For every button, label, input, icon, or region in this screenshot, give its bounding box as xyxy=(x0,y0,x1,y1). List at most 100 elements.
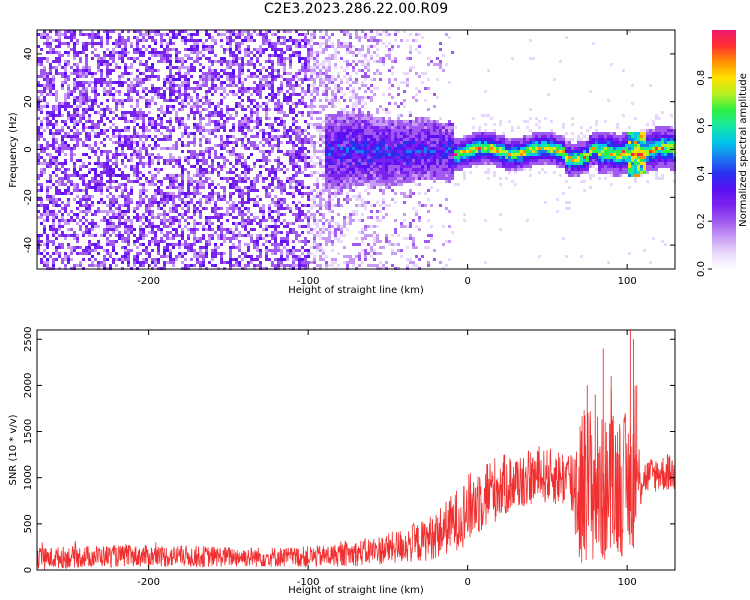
spectrogram-cell xyxy=(94,150,97,153)
spectrogram-cell xyxy=(202,147,205,150)
spectrogram-cell xyxy=(178,72,181,75)
spectrogram-cell xyxy=(175,246,178,249)
spectrogram-cell xyxy=(175,144,178,147)
spectrogram-cell xyxy=(58,105,61,108)
spectrogram-cell xyxy=(217,36,220,39)
spectrogram-cell xyxy=(178,81,181,84)
spectrogram-cell xyxy=(67,141,70,144)
spectrogram-cell xyxy=(166,228,169,231)
spectrogram-cell xyxy=(223,114,226,117)
spectrogram-cell xyxy=(220,228,223,231)
spectrogram-cell xyxy=(211,120,214,123)
spectrogram-cell xyxy=(91,36,94,39)
spectrogram-cell xyxy=(145,132,148,135)
spectrogram-cell xyxy=(94,213,97,216)
spectrogram-cell xyxy=(85,54,88,57)
spectrogram-cell xyxy=(136,201,139,204)
spectrogram-cell xyxy=(190,231,193,234)
spectrogram-cell xyxy=(175,39,178,42)
spectrogram-cell xyxy=(175,45,178,48)
spectrogram-cell xyxy=(175,129,178,132)
spectrogram-cell xyxy=(109,39,112,42)
spectrogram-cell xyxy=(85,120,88,123)
spectrogram-cell xyxy=(178,138,181,141)
spectrogram-cell xyxy=(193,249,196,252)
spectrogram-cell xyxy=(217,93,220,96)
spectrogram-cell xyxy=(136,78,139,81)
spectrogram-cell xyxy=(124,117,127,120)
spectrogram-cell xyxy=(58,30,61,33)
spectrogram-cell xyxy=(79,48,82,51)
spectrogram-cell xyxy=(52,207,55,210)
spectrogram-cell xyxy=(145,84,148,87)
spectrogram-cell xyxy=(196,159,199,162)
spectrogram-cell xyxy=(151,99,154,102)
spectrogram-cell xyxy=(217,48,220,51)
spectrogram-cell xyxy=(64,72,67,75)
spectrogram-cell xyxy=(211,141,214,144)
spectrogram-cell xyxy=(145,57,148,60)
spectrogram-cell xyxy=(94,174,97,177)
spectrogram-cell xyxy=(136,237,139,240)
spectrogram-cell xyxy=(64,192,67,195)
spectrogram-cell xyxy=(160,75,163,78)
spectrogram-cell xyxy=(208,237,211,240)
spectrogram-cell xyxy=(151,231,154,234)
spectrogram-cell xyxy=(202,90,205,93)
spectrogram-cell xyxy=(163,204,166,207)
spectrogram-cell xyxy=(223,87,226,90)
spectrogram-cell xyxy=(151,255,154,258)
spectrogram-cell xyxy=(157,249,160,252)
spectrogram-cell xyxy=(202,264,205,267)
spectrogram-cell xyxy=(148,102,151,105)
spectrogram-cell xyxy=(163,210,166,213)
spectrogram-cell xyxy=(175,132,178,135)
spectrogram-cell xyxy=(106,246,109,249)
spectrogram-cell xyxy=(139,243,142,246)
spectrogram-cell xyxy=(208,255,211,258)
spectrogram-cell xyxy=(46,237,49,240)
spectrogram-cell xyxy=(145,123,148,126)
spectrogram-cell xyxy=(79,36,82,39)
spectrogram-cell xyxy=(85,168,88,171)
spectrogram-cell xyxy=(97,153,100,156)
spectrogram-cell xyxy=(184,261,187,264)
spectrogram-cell xyxy=(88,165,91,168)
spectrogram-cell xyxy=(214,225,217,228)
spectrogram-cell xyxy=(85,33,88,36)
spectrogram-cell xyxy=(193,264,196,267)
spectrogram-cell xyxy=(46,117,49,120)
spectrogram-cell xyxy=(130,120,133,123)
spectrogram-cell xyxy=(208,141,211,144)
spectrogram-cell xyxy=(193,66,196,69)
spectrogram-cell xyxy=(196,108,199,111)
spectrogram-cell xyxy=(43,129,46,132)
spectrogram-cell xyxy=(64,69,67,72)
spectrogram-cell xyxy=(151,252,154,255)
spectrogram-cell xyxy=(136,207,139,210)
spectrogram-cell xyxy=(94,192,97,195)
spectrogram-cell xyxy=(94,48,97,51)
spectrogram-cell xyxy=(124,204,127,207)
spectrogram-cell xyxy=(175,207,178,210)
spectrogram-cell xyxy=(169,174,172,177)
spectrogram-cell xyxy=(196,84,199,87)
spectrogram-cell xyxy=(157,261,160,264)
spectrogram-cell xyxy=(166,123,169,126)
spectrogram-cell xyxy=(214,48,217,51)
spectrogram-cell xyxy=(97,141,100,144)
spectrogram-cell xyxy=(148,189,151,192)
spectrogram-cell xyxy=(193,99,196,102)
spectrogram-cell xyxy=(139,183,142,186)
spectrogram-cell xyxy=(109,42,112,45)
spectrogram-cell xyxy=(106,144,109,147)
spectrogram-cell xyxy=(220,66,223,69)
spectrogram-cell xyxy=(121,54,124,57)
spectrogram-cell xyxy=(187,168,190,171)
spectrogram-cell xyxy=(160,234,163,237)
spectrogram-cell xyxy=(193,63,196,66)
spectrogram-cell xyxy=(88,168,91,171)
spectrogram-cell xyxy=(49,198,52,201)
spectrogram-cell xyxy=(58,42,61,45)
spectrogram-cell xyxy=(208,186,211,189)
